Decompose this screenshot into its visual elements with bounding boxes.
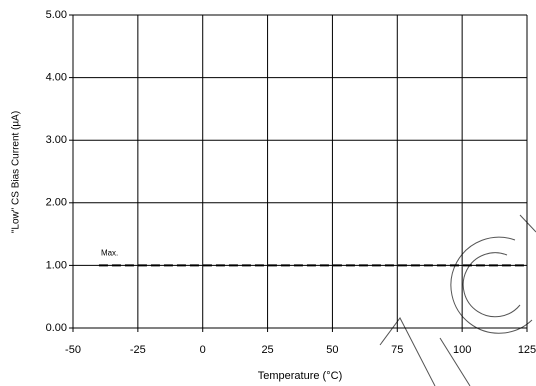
x-tick-label: 100 bbox=[453, 344, 471, 356]
y-tick-label: 2.00 bbox=[46, 197, 67, 209]
y-axis-label: "Low" CS Bias Current (µA) bbox=[11, 111, 22, 233]
x-tick-label: -50 bbox=[65, 344, 81, 356]
x-axis-label: Temperature (°C) bbox=[258, 370, 342, 382]
watermark bbox=[379, 214, 536, 386]
y-tick-label: 0.00 bbox=[46, 322, 67, 334]
x-tick-label: 75 bbox=[391, 344, 403, 356]
x-tick-label: 50 bbox=[326, 344, 338, 356]
x-tick-label: 0 bbox=[200, 344, 206, 356]
x-tick-label: 25 bbox=[261, 344, 273, 356]
y-tick-label: 4.00 bbox=[46, 72, 67, 84]
y-tick-label: 3.00 bbox=[46, 134, 67, 146]
y-tick-label: 1.00 bbox=[46, 259, 67, 271]
x-tick-label: -25 bbox=[130, 344, 146, 356]
x-tick-label: 125 bbox=[518, 344, 536, 356]
y-tick-label: 5.00 bbox=[46, 9, 67, 21]
annotation: Max. bbox=[101, 249, 118, 258]
